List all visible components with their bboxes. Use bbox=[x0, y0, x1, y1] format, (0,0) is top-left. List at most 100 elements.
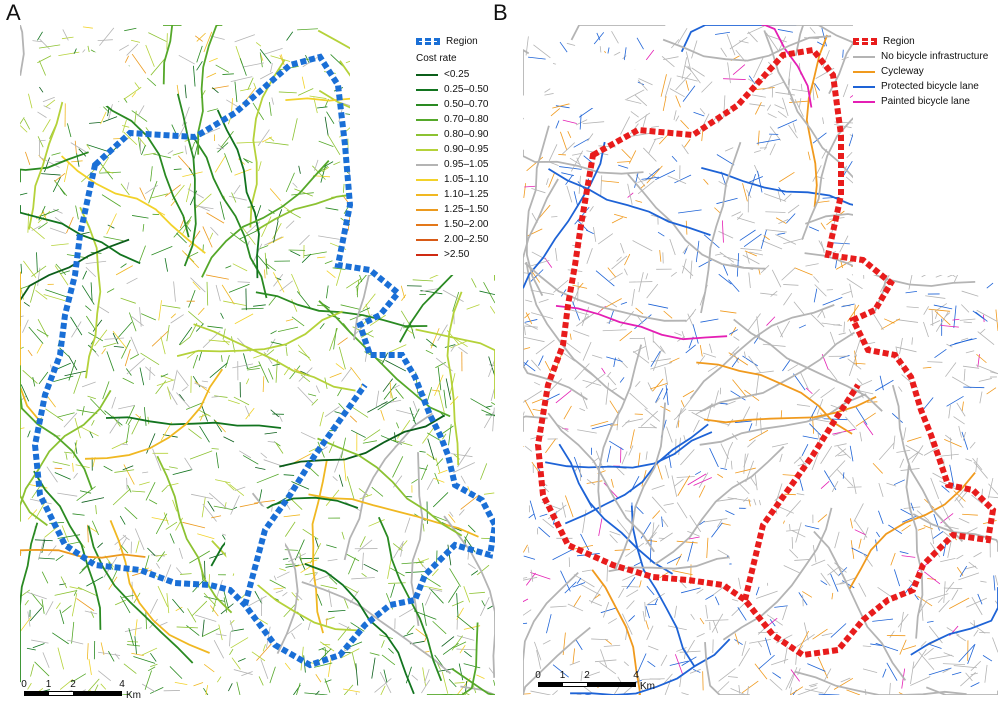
street-segment bbox=[917, 527, 926, 531]
legend-swatch bbox=[416, 163, 438, 166]
street-segment bbox=[922, 366, 932, 369]
street-segment bbox=[944, 525, 959, 530]
street-segment bbox=[64, 370, 87, 377]
street-segment bbox=[778, 219, 789, 224]
street-segment bbox=[764, 134, 772, 151]
street-segment bbox=[229, 619, 235, 625]
region-swatch bbox=[416, 38, 440, 45]
street-segment bbox=[166, 33, 168, 50]
street-segment bbox=[958, 425, 962, 438]
street-segment bbox=[392, 456, 404, 478]
street-segment bbox=[172, 151, 184, 156]
street-segment bbox=[786, 500, 801, 517]
arterial-road bbox=[654, 446, 785, 565]
street-segment bbox=[781, 267, 796, 281]
street-segment bbox=[859, 431, 863, 442]
street-segment bbox=[223, 597, 228, 613]
street-segment bbox=[61, 36, 74, 40]
street-segment bbox=[219, 201, 225, 220]
street-segment bbox=[189, 550, 210, 564]
street-segment bbox=[538, 298, 549, 303]
street-segment bbox=[648, 303, 669, 309]
street-segment bbox=[178, 54, 195, 65]
street-segment bbox=[98, 157, 110, 173]
street-segment bbox=[453, 462, 475, 473]
street-segment bbox=[106, 288, 115, 293]
street-segment bbox=[667, 175, 687, 185]
street-segment bbox=[669, 88, 685, 98]
street-segment bbox=[311, 398, 319, 406]
street-segment bbox=[632, 350, 650, 364]
street-segment bbox=[379, 671, 392, 694]
street-segment bbox=[97, 542, 104, 548]
street-segment bbox=[196, 45, 203, 63]
street-segment bbox=[886, 662, 898, 681]
street-segment bbox=[265, 349, 275, 357]
street-segment bbox=[404, 517, 411, 533]
street-segment bbox=[698, 472, 709, 489]
street-segment bbox=[788, 667, 798, 689]
street-segment bbox=[969, 622, 986, 634]
street-segment bbox=[689, 668, 701, 674]
street-segment bbox=[554, 248, 558, 262]
street-segment bbox=[231, 506, 238, 511]
street-segment bbox=[848, 132, 855, 147]
street-segment bbox=[703, 178, 709, 185]
street-segment bbox=[153, 153, 172, 159]
street-segment bbox=[328, 576, 338, 585]
street-segment bbox=[690, 613, 695, 620]
street-segment bbox=[800, 83, 803, 91]
street-segment bbox=[114, 599, 127, 606]
street-segment bbox=[447, 544, 452, 566]
street-segment bbox=[70, 142, 88, 154]
street-segment bbox=[606, 565, 608, 582]
street-segment bbox=[709, 343, 713, 354]
street-segment bbox=[789, 100, 808, 103]
street-segment bbox=[684, 247, 688, 255]
street-segment bbox=[735, 467, 756, 474]
street-segment bbox=[77, 586, 99, 597]
street-segment bbox=[555, 390, 572, 404]
street-segment bbox=[834, 448, 847, 457]
street-segment bbox=[984, 664, 988, 683]
panel-a-scale-unit: Km bbox=[126, 690, 141, 701]
arterial-road bbox=[20, 365, 93, 490]
arterial-road bbox=[201, 159, 330, 278]
street-segment bbox=[273, 274, 284, 287]
street-segment bbox=[533, 44, 551, 59]
street-segment bbox=[202, 503, 217, 522]
street-segment bbox=[688, 536, 700, 540]
street-segment bbox=[731, 211, 742, 217]
street-segment bbox=[86, 144, 91, 150]
street-segment bbox=[774, 605, 788, 608]
street-segment bbox=[531, 359, 541, 371]
street-segment bbox=[796, 633, 815, 647]
street-segment bbox=[795, 652, 798, 665]
street-segment bbox=[736, 480, 750, 495]
street-segment bbox=[259, 49, 272, 64]
street-segment bbox=[845, 416, 857, 430]
street-segment bbox=[754, 474, 758, 491]
street-segment bbox=[556, 423, 569, 432]
panel-a-region-boundary bbox=[31, 53, 495, 669]
panel-a-legend-item: 1.10–1.25 bbox=[416, 187, 489, 202]
street-segment bbox=[670, 271, 677, 277]
street-segment bbox=[256, 253, 270, 270]
street-segment bbox=[645, 273, 649, 280]
street-segment bbox=[223, 436, 235, 443]
street-segment bbox=[951, 671, 962, 676]
scale-tick-label: 1 bbox=[559, 670, 566, 681]
street-segment bbox=[242, 62, 264, 68]
street-segment bbox=[284, 521, 296, 537]
street-segment bbox=[744, 250, 757, 257]
street-segment bbox=[412, 408, 420, 422]
street-segment bbox=[146, 433, 156, 454]
street-segment bbox=[570, 150, 584, 172]
street-segment bbox=[126, 182, 130, 190]
arterial-road bbox=[828, 25, 914, 95]
street-segment bbox=[125, 405, 135, 425]
street-segment bbox=[58, 51, 80, 57]
street-segment bbox=[237, 281, 250, 283]
street-segment bbox=[588, 600, 602, 607]
